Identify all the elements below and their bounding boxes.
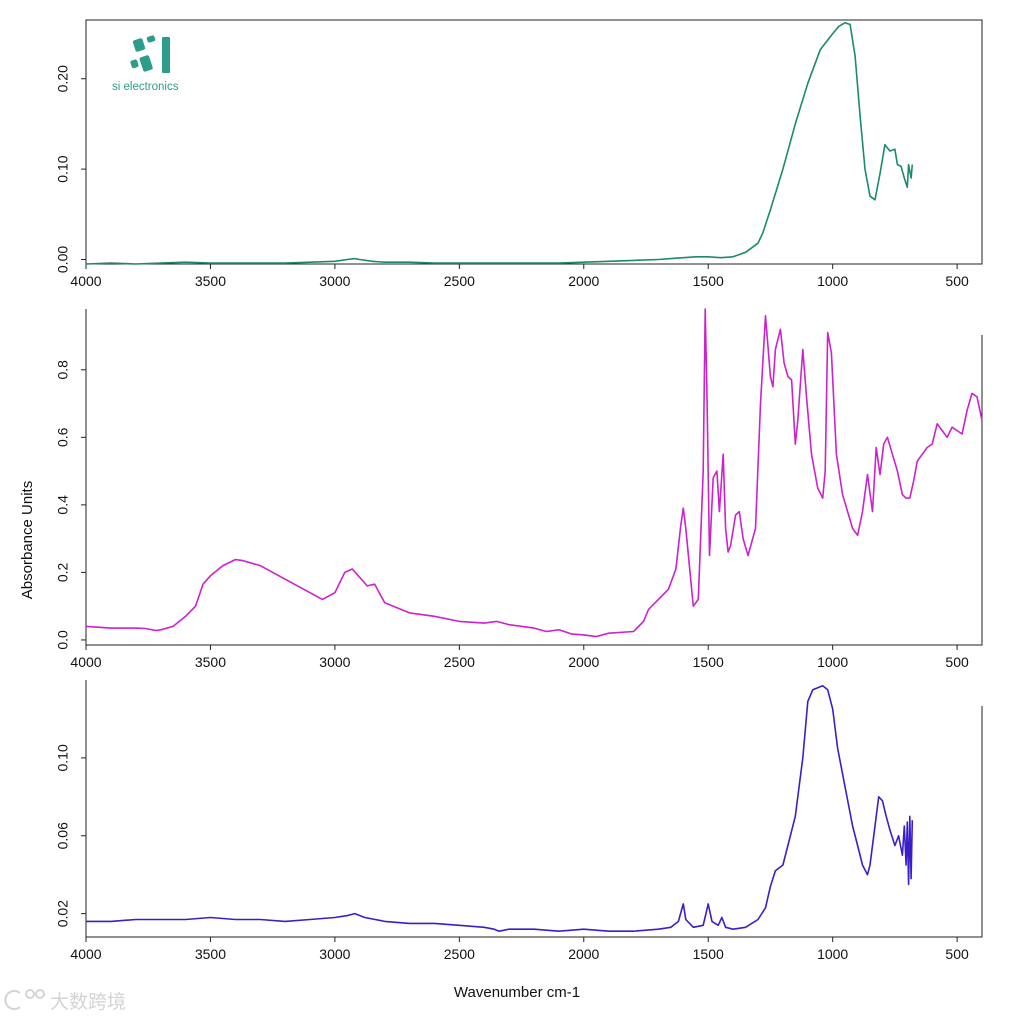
y-tick-label: 0.10 bbox=[55, 155, 71, 182]
panel-1: 4000 3500 3000 2500 2000 1500 1000 500 0.00 0.10 0… bbox=[55, 19, 983, 289]
y-tick-label: 0.06 bbox=[55, 822, 71, 849]
x-tick-label: 2000 bbox=[568, 273, 599, 289]
y-tick-label: 0.6 bbox=[55, 427, 71, 447]
x-tick-label: 1000 bbox=[817, 273, 848, 289]
x-tick-label: 2500 bbox=[444, 654, 475, 670]
x-tick-label: 3000 bbox=[319, 654, 350, 670]
brand-logo: si electronics bbox=[112, 35, 179, 93]
y-tick-label: 0.4 bbox=[55, 495, 71, 515]
brand-name: si electronics bbox=[112, 81, 179, 93]
x-tick-label: 4000 bbox=[70, 273, 101, 289]
panel-2-plot: 4000 3500 3000 2500 2000 1500 1000 500 0.0 0.2 0.4… bbox=[55, 308, 983, 670]
x-tick-label: 500 bbox=[945, 946, 969, 962]
watermark: 大数跨境 bbox=[4, 989, 126, 1013]
y-tick-label: 0.8 bbox=[55, 360, 71, 380]
watermark-logo-icon bbox=[4, 989, 45, 1010]
x-tick-label: 4000 bbox=[70, 654, 101, 670]
x-tick-label: 1500 bbox=[693, 273, 724, 289]
panel-1-frame bbox=[85, 19, 983, 265]
spectrum-2-line bbox=[85, 308, 983, 638]
watermark-text: 大数跨境 bbox=[50, 991, 126, 1013]
panel-2: 4000 3500 3000 2500 2000 1500 1000 500 0.0 0.2 0.4… bbox=[55, 308, 983, 670]
x-tick-label: 3500 bbox=[195, 273, 226, 289]
x-tick-label: 3000 bbox=[319, 273, 350, 289]
y-tick-label: 0.10 bbox=[55, 744, 71, 771]
panel-2-frame bbox=[85, 309, 983, 646]
y-tick-label: 0.02 bbox=[55, 900, 71, 927]
x-tick-label: 4000 bbox=[70, 946, 101, 962]
x-tick-label: 1000 bbox=[817, 654, 848, 670]
brand-mark-icon bbox=[130, 35, 170, 73]
x-tick-label: 3500 bbox=[195, 654, 226, 670]
y-tick-label: 0.20 bbox=[55, 65, 71, 92]
panel-3-plot: 4000 3500 3000 2500 2000 1500 1000 500 0.02 0.06 0… bbox=[55, 685, 969, 962]
spectrum-3-line bbox=[86, 685, 914, 932]
y-tick-label: 0.00 bbox=[55, 246, 71, 273]
panel-3-frame bbox=[85, 680, 983, 938]
y-tick-label: 0.2 bbox=[55, 562, 71, 582]
x-tick-label: 2500 bbox=[444, 946, 475, 962]
x-tick-label: 3000 bbox=[319, 946, 350, 962]
x-tick-label: 2000 bbox=[568, 654, 599, 670]
x-tick-label: 500 bbox=[945, 654, 969, 670]
x-tick-label: 3500 bbox=[195, 946, 226, 962]
y-axis-title: Absorbance Units bbox=[19, 481, 36, 599]
x-axis-title: Wavenumber cm-1 bbox=[454, 984, 580, 1001]
x-tick-label: 2000 bbox=[568, 946, 599, 962]
x-tick-label: 1000 bbox=[817, 946, 848, 962]
x-tick-label: 1500 bbox=[693, 654, 724, 670]
x-tick-label: 1500 bbox=[693, 946, 724, 962]
y-tick-label: 0.0 bbox=[55, 630, 71, 650]
x-tick-label: 500 bbox=[945, 273, 969, 289]
x-tick-label: 2500 bbox=[444, 273, 475, 289]
spectrum-1-line bbox=[85, 21, 914, 265]
panel-1-plot: 4000 3500 3000 2500 2000 1500 1000 500 0.00 0.10 0… bbox=[55, 21, 969, 289]
panel-3: 4000 3500 3000 2500 2000 1500 1000 500 0.02 0.06 0… bbox=[55, 680, 983, 962]
